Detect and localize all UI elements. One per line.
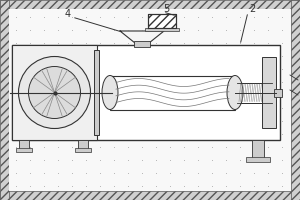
Polygon shape [120,31,164,43]
Bar [145,28,179,31]
Bar [0,191,300,200]
Bar [252,140,264,158]
Bar [12,45,97,140]
Bar [274,88,282,97]
Circle shape [19,56,91,129]
Bar [0,0,300,9]
Ellipse shape [227,75,243,110]
Bar [16,148,32,152]
Bar [134,41,150,47]
Bar [110,75,235,110]
Bar [19,140,29,149]
Bar [291,0,300,200]
Bar [237,82,272,102]
Bar [78,140,88,149]
Bar [94,50,99,135]
Text: 4: 4 [65,9,71,19]
Bar [12,45,280,140]
Text: 2: 2 [249,4,255,14]
Bar [246,157,270,162]
Bar [0,0,9,200]
Bar [148,14,176,28]
Bar [75,148,91,152]
Bar [262,57,276,128]
Circle shape [28,66,80,118]
Ellipse shape [102,75,118,110]
Text: 5: 5 [163,4,169,14]
